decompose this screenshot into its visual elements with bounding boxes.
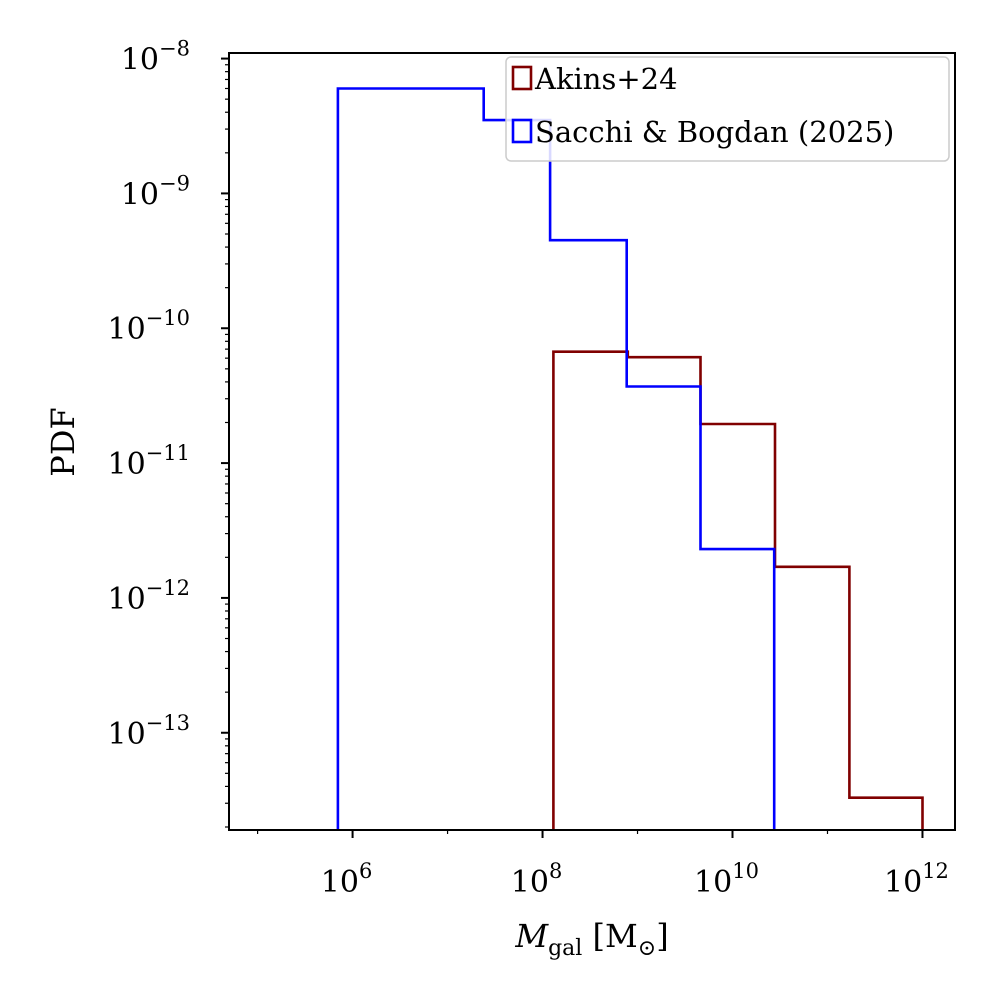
series-layer xyxy=(336,87,924,830)
axis-ticks: 10−8 10−9 10−10 10−11 10−12 10−13 106 108 1010 10… xyxy=(107,37,948,900)
x-axis-label: Mgal [M⊙] xyxy=(514,917,668,961)
legend-label: Sacchi & Bogdan (2025) xyxy=(535,115,894,149)
y-tick-label: 10−13 xyxy=(107,711,190,752)
minor-ticks xyxy=(225,64,829,834)
y-tick-label: 10−11 xyxy=(107,441,190,482)
x-tick-label: 1010 xyxy=(694,859,759,900)
legend-label: Akins+24 xyxy=(534,62,678,96)
y-tick-label: 10−9 xyxy=(121,171,190,212)
x-tick-label: 1012 xyxy=(884,859,949,900)
legend: Akins+24 Sacchi & Bogdan (2025) xyxy=(505,56,950,162)
y-tick-label: 10−10 xyxy=(107,306,190,347)
legend-box xyxy=(505,56,950,162)
legend-swatch xyxy=(511,65,533,91)
x-tick-label: 106 xyxy=(321,859,373,900)
y-axis-label: PDF xyxy=(44,407,82,476)
y-tick-label: 10−12 xyxy=(107,576,190,617)
series-1-step-line xyxy=(336,87,776,830)
series-0-step-line xyxy=(552,350,924,830)
legend-swatch xyxy=(511,118,533,144)
plot-frame xyxy=(228,52,956,831)
y-tick-label: 10−8 xyxy=(121,37,190,78)
x-tick-label: 108 xyxy=(511,859,563,900)
